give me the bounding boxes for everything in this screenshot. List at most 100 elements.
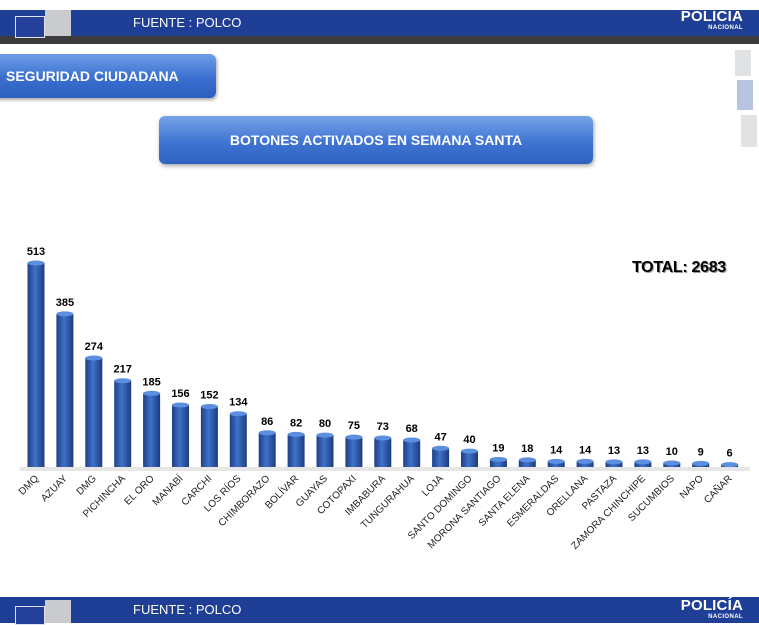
bar-cap-8 [229,411,247,417]
bar-cap-22 [634,459,652,465]
chart-title: BOTONES ACTIVADOS EN SEMANA SANTA [159,116,593,164]
header-brand-logo: POLICÍA NACIONAL [681,9,743,32]
value-label-16: 40 [463,434,475,446]
side-decoration-1 [735,50,751,76]
chart-baseline [20,467,750,471]
bar-12 [345,437,363,467]
category-label-15: LOJA [420,473,446,499]
bar-cap-16 [461,448,478,454]
value-label-19: 14 [550,444,563,456]
bar-17 [489,459,507,467]
bar-19 [547,461,565,467]
value-label-5: 185 [142,376,160,388]
value-label-3: 274 [85,341,104,353]
bar-5 [143,393,161,467]
header-source: FUENTE : POLCO [133,15,242,30]
value-label-4: 217 [114,364,132,376]
value-label-12: 75 [348,420,360,432]
bar-cap-11 [316,432,334,438]
value-label-25: 6 [727,448,733,460]
bar-1 [27,263,45,467]
bar-cap-23 [663,460,681,466]
bar-15 [432,448,450,467]
bar-11 [316,435,334,467]
side-decoration-2 [737,80,753,110]
bar-cap-14 [403,437,421,443]
value-label-7: 152 [200,390,218,402]
value-label-17: 19 [492,442,504,454]
section-label: SEGURIDAD CIUDADANA [0,54,216,98]
side-decoration-3 [741,115,757,147]
bar-18 [518,459,536,467]
bar-3 [85,358,103,467]
bar-20 [576,461,594,467]
header-bar [0,10,759,36]
value-label-11: 80 [319,418,331,430]
footer-square-dark [15,606,45,625]
bar-10 [287,434,305,467]
value-label-14: 68 [406,423,418,435]
value-label-10: 82 [290,417,302,429]
footer-square-gray [45,600,71,623]
bar-4 [114,380,132,467]
footer-brand-name: POLICÍA [680,597,743,614]
value-label-8: 134 [229,397,248,409]
category-label-19: ESMERALDAS [505,473,561,529]
category-label-1: DMQ [17,473,41,497]
footer-source: FUENTE : POLCO [133,602,242,617]
bar-cap-21 [605,459,623,465]
bar-7 [200,406,218,467]
footer-brand-logo: POLICÍA NACIONAL [681,598,743,621]
value-label-13: 73 [377,421,389,433]
bar-cap-19 [547,458,565,464]
footer-bar [0,597,759,623]
bar-16 [461,451,478,467]
header-square-dark [15,16,45,38]
bar-cap-5 [143,390,161,396]
bar-6 [172,404,189,467]
category-label-6: MANABÍ [149,472,185,508]
category-label-3: DMG [75,473,99,497]
header-square-gray [45,10,71,36]
bar-cap-13 [374,435,392,441]
value-label-20: 14 [579,444,592,456]
bar-8 [229,413,247,467]
bar-cap-4 [114,378,132,384]
footer-brand-sub: NACIONAL [708,614,743,620]
bar-9 [258,432,276,467]
header-brand-sub: NACIONAL [708,25,743,31]
value-label-15: 47 [434,431,446,443]
bar-22 [634,461,652,467]
value-label-23: 10 [666,446,678,458]
bar-cap-6 [172,402,189,408]
value-label-2: 385 [56,297,74,309]
bar-cap-17 [489,456,507,462]
category-label-9: CHIMBORAZO [217,473,273,529]
category-label-2: AZUAY [39,473,70,504]
value-label-18: 18 [521,443,533,455]
bar-cap-9 [258,430,276,436]
bar-cap-20 [576,458,594,464]
bar-cap-18 [518,457,536,463]
header-underline [0,36,759,44]
category-label-18: SANTA ELENA [477,473,533,529]
bar-cap-1 [27,260,45,266]
category-label-14: TUNGURAHUA [359,473,417,531]
value-label-22: 13 [637,445,649,457]
value-label-9: 86 [261,416,273,428]
value-label-1: 513 [27,246,45,258]
bar-21 [605,461,623,467]
bar-cap-12 [345,434,363,440]
value-label-21: 13 [608,445,620,457]
bar-cap-25 [721,462,739,468]
value-label-24: 9 [698,446,704,458]
bar-13 [374,437,392,467]
header-brand-name: POLICÍA [680,8,743,25]
value-label-6: 156 [171,388,189,400]
bar-2 [56,313,74,467]
bar-cap-24 [692,460,710,466]
bar-cap-10 [287,431,305,437]
bar-14 [403,439,421,467]
bar-cap-3 [85,355,103,361]
bar-cap-7 [200,404,218,410]
